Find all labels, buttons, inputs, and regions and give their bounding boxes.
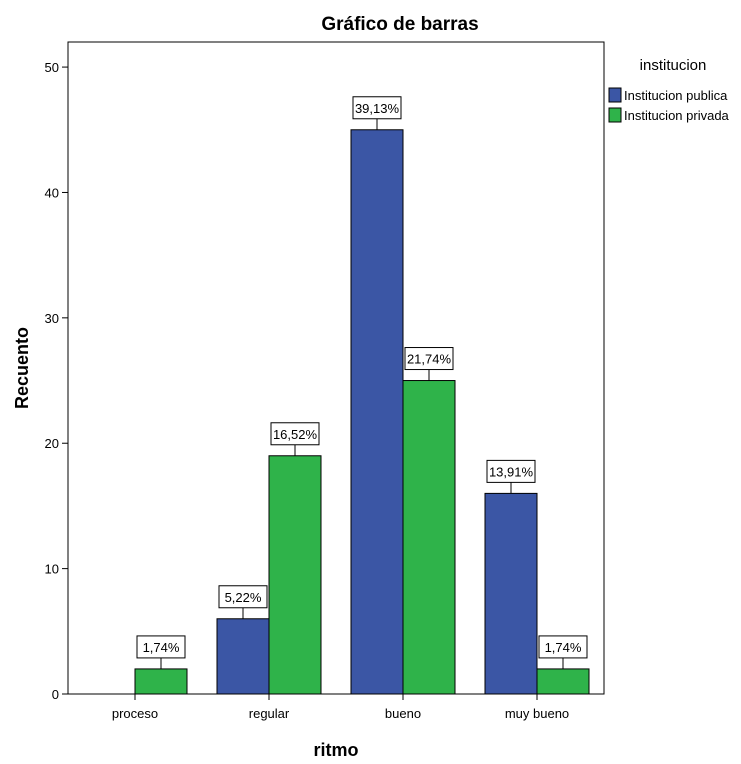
data-label: 21,74% <box>407 352 452 367</box>
bar <box>216 618 270 695</box>
bar <box>402 380 456 695</box>
x-tick-label: bueno <box>385 706 421 721</box>
y-axis: 0 10 20 30 40 50 <box>45 60 68 702</box>
data-label: 1,74% <box>143 640 180 655</box>
x-tick-label: regular <box>249 706 290 721</box>
legend: institucion Institucion publica Instituci… <box>608 57 730 123</box>
data-label-box <box>136 635 186 659</box>
data-label: 39,13% <box>355 101 400 116</box>
y-axis-title: Recuento <box>12 327 32 409</box>
data-label-box <box>352 96 402 120</box>
data-label: 5,22% <box>225 590 262 605</box>
data-label-box <box>218 585 268 609</box>
data-label: 1,74% <box>545 640 582 655</box>
x-tick-label: muy bueno <box>505 706 569 721</box>
y-tick-label: 0 <box>52 687 59 702</box>
bar <box>484 492 538 695</box>
legend-swatch <box>608 107 622 123</box>
data-label-box <box>404 347 454 371</box>
legend-title: institucion <box>640 57 707 74</box>
y-tick-label: 40 <box>45 185 59 200</box>
bars <box>134 129 590 695</box>
y-tick-label: 30 <box>45 311 59 326</box>
x-axis: proceso regular bueno muy bueno <box>112 694 569 721</box>
legend-entry: Institucion privada <box>624 108 730 123</box>
bar <box>350 129 404 695</box>
bar <box>536 668 590 695</box>
chart-title: Gráfico de barras <box>321 14 478 35</box>
plot-frame <box>67 41 605 695</box>
data-label: 13,91% <box>489 464 534 479</box>
y-tick-label: 20 <box>45 436 59 451</box>
y-tick-label: 10 <box>45 562 59 577</box>
data-label-box <box>270 422 320 446</box>
y-tick-label: 50 <box>45 60 59 75</box>
legend-entry: Institucion publica <box>624 88 728 103</box>
data-labels: 5,22% 39,13% 13,91% 1,74% 16,52% 21,74% 1,74% <box>136 96 588 669</box>
x-tick-label: proceso <box>112 706 158 721</box>
data-label-box <box>538 635 588 659</box>
x-axis-title: ritmo <box>314 740 359 760</box>
data-label-box <box>486 459 536 483</box>
legend-swatch <box>608 87 622 103</box>
bar <box>134 668 188 695</box>
bar <box>268 455 322 695</box>
data-label: 16,52% <box>273 427 318 442</box>
